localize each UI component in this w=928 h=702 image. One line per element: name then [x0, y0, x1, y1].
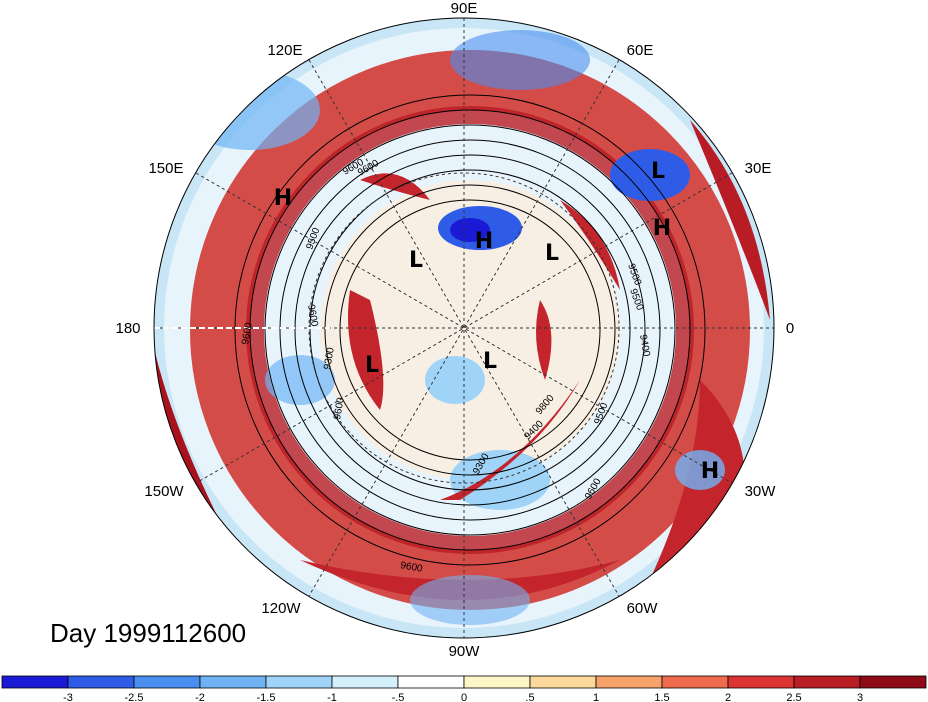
- colorbar-swatch: [331, 675, 399, 689]
- colorbar-label: 2.5: [786, 692, 801, 702]
- lon-label-60w: 60W: [627, 600, 659, 617]
- colorbar-label: -2: [195, 692, 205, 702]
- colorbar-swatch: [199, 675, 267, 689]
- colorbar-swatch: [727, 675, 795, 689]
- colorbar-swatch: [661, 675, 729, 689]
- low-marker: L: [409, 248, 423, 273]
- high-marker: H: [701, 459, 719, 484]
- lon-label-150w: 150W: [144, 483, 184, 500]
- lon-label-180: 180: [115, 320, 140, 337]
- lon-label-150e: 150E: [148, 160, 183, 177]
- colorbar-label: -1: [327, 692, 337, 702]
- high-marker: H: [653, 216, 671, 241]
- colorbar-label: 3: [857, 692, 863, 702]
- lon-label-30w: 30W: [745, 483, 777, 500]
- colorbar-label: 2: [725, 692, 731, 702]
- lon-label-30e: 30E: [745, 160, 772, 177]
- colorbar-swatch: [265, 675, 333, 689]
- anomaly-field: [154, 18, 774, 638]
- lon-label-120w: 120W: [261, 600, 301, 617]
- pressure-centers: H H H H L L L L L: [274, 159, 719, 484]
- colorbar-label: .5: [525, 692, 534, 702]
- low-marker: L: [365, 353, 379, 378]
- lon-label-90w: 90W: [449, 643, 481, 660]
- colorbar-label: 1: [593, 692, 599, 702]
- colorbar-label: -.5: [392, 692, 405, 702]
- contour-label: 9600: [240, 321, 255, 345]
- colorbar-label: 0: [461, 692, 467, 702]
- contour-label: 9600: [305, 304, 320, 328]
- lon-label-90e: 90E: [451, 0, 478, 17]
- contour-label: 9400: [637, 334, 652, 358]
- colorbar-swatch: [463, 675, 531, 689]
- high-marker: H: [475, 229, 493, 254]
- geopotential-contours: [234, 94, 706, 566]
- lon-label-0: 0: [786, 320, 794, 337]
- day-title: Day 1999112600: [50, 618, 247, 648]
- low-marker: L: [651, 159, 665, 184]
- contour-label: 9600: [399, 560, 423, 575]
- colorbar-swatch: [529, 675, 597, 689]
- longitude-labels: 90E 60E 30E 0 30W 60W 90W 120W 150W 180 …: [115, 0, 794, 660]
- high-marker: H: [274, 186, 292, 211]
- lon-label-120e: 120E: [267, 42, 302, 59]
- colorbar: -3 -2.5 -2 -1.5 -1 -.5 0 .5 1 1.5 2 2.5 3: [1, 675, 927, 702]
- colorbar-label: -1.5: [257, 692, 276, 702]
- colorbar-swatch: [397, 675, 465, 689]
- colorbar-swatch: [133, 675, 201, 689]
- contour-label: 9300: [322, 346, 337, 370]
- colorbar-swatch: [67, 675, 135, 689]
- lon-label-60e: 60E: [627, 42, 654, 59]
- low-marker: L: [483, 349, 497, 374]
- colorbar-label: -3: [63, 692, 73, 702]
- map-boundary: [153, 17, 775, 639]
- contour-label: 9600: [332, 396, 347, 420]
- low-marker: L: [545, 241, 559, 266]
- colorbar-swatch: [859, 675, 927, 689]
- colorbar-swatch: [1, 675, 69, 689]
- colorbar-label: 1.5: [654, 692, 669, 702]
- colorbar-label: -2.5: [125, 692, 144, 702]
- colorbar-swatch: [793, 675, 861, 689]
- colorbar-swatch: [595, 675, 663, 689]
